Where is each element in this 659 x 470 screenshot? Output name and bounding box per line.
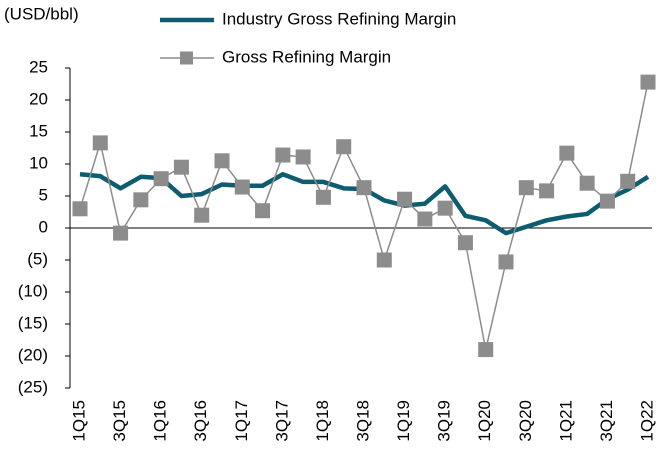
marker <box>72 201 88 217</box>
x-tick-label: 3Q18 <box>353 400 372 442</box>
legend-marker <box>180 51 193 65</box>
y-tick-label: 25 <box>29 57 48 76</box>
marker <box>640 74 656 90</box>
marker <box>336 139 352 155</box>
marker <box>539 183 555 199</box>
x-tick-label: 1Q20 <box>475 400 494 442</box>
x-tick-label: 1Q21 <box>556 400 575 442</box>
marker <box>579 175 595 191</box>
marker <box>376 252 392 268</box>
y-tick-label: 0 <box>39 217 48 236</box>
y-tick-label: 10 <box>29 153 48 172</box>
marker <box>599 193 615 209</box>
marker <box>173 159 189 175</box>
y-tick-label: (5) <box>27 249 48 268</box>
x-tick-label: 3Q16 <box>191 400 210 442</box>
marker <box>518 180 534 196</box>
y-tick-label: (20) <box>18 345 48 364</box>
x-tick-label: 3Q17 <box>272 400 291 442</box>
y-tick-label: (15) <box>18 313 48 332</box>
marker <box>478 342 494 358</box>
x-tick-label: 1Q16 <box>151 400 170 442</box>
marker <box>275 147 291 163</box>
y-tick-label: (10) <box>18 281 48 300</box>
legend-label: Gross Refining Margin <box>222 47 391 66</box>
x-tick-label: 3Q19 <box>435 400 454 442</box>
y-axis-label: (USD/bbl) <box>4 4 79 23</box>
x-tick-label: 1Q22 <box>637 400 656 442</box>
y-tick-label: 20 <box>29 89 48 108</box>
marker <box>356 180 372 196</box>
marker <box>559 145 575 161</box>
marker <box>113 225 129 241</box>
marker <box>457 235 473 251</box>
marker <box>315 189 331 205</box>
x-tick-label: 1Q18 <box>313 400 332 442</box>
y-tick-label: (25) <box>18 377 48 396</box>
marker <box>133 192 149 208</box>
marker <box>295 149 311 165</box>
x-tick-label: 1Q15 <box>69 400 88 442</box>
marker <box>620 173 636 189</box>
x-tick-label: 3Q21 <box>597 400 616 442</box>
x-tick-label: 1Q17 <box>232 400 251 442</box>
marker <box>214 153 230 169</box>
marker <box>397 191 413 207</box>
y-tick-label: 15 <box>29 121 48 140</box>
marker <box>153 171 169 187</box>
marker <box>417 211 433 227</box>
marker <box>437 200 453 216</box>
marker <box>255 203 271 219</box>
legend-label: Industry Gross Refining Margin <box>222 9 456 28</box>
x-tick-label: 1Q19 <box>394 400 413 442</box>
x-tick-label: 3Q20 <box>516 400 535 442</box>
y-tick-label: 5 <box>39 185 48 204</box>
marker <box>92 135 108 151</box>
marker <box>194 207 210 223</box>
marker <box>498 254 514 270</box>
x-tick-label: 3Q15 <box>110 400 129 442</box>
marker <box>234 179 250 195</box>
